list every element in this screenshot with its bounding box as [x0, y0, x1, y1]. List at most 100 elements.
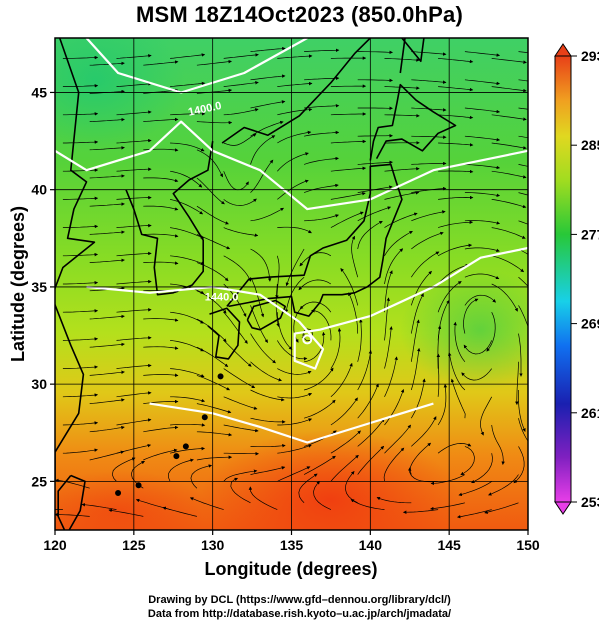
streamline	[223, 368, 256, 389]
streamline	[464, 107, 501, 114]
island-marker	[173, 453, 180, 460]
streamline	[491, 424, 505, 465]
streamline	[450, 378, 466, 419]
streamline	[170, 255, 205, 265]
streamline	[250, 100, 286, 109]
y-tick-label: 35	[31, 279, 47, 295]
streamline	[196, 88, 233, 94]
streamline	[357, 318, 363, 362]
streamline	[357, 383, 379, 419]
streamline	[436, 353, 441, 397]
streamline	[491, 227, 526, 239]
streamline	[330, 430, 361, 454]
streamline	[340, 268, 359, 306]
streamline	[89, 61, 125, 66]
streamline	[196, 375, 231, 391]
streamline	[464, 79, 501, 86]
streamline	[351, 235, 359, 278]
streamline	[223, 198, 257, 206]
streamline	[448, 352, 466, 391]
streamline	[330, 191, 366, 200]
streamline	[277, 466, 311, 482]
streamline	[410, 293, 424, 334]
streamline	[384, 356, 398, 397]
typhoon-center-marker	[302, 334, 313, 345]
colorbar-tick-label: 277	[581, 226, 599, 242]
streamline	[299, 301, 332, 313]
streamline	[223, 451, 259, 456]
island-marker	[115, 490, 122, 497]
y-axis-ticks: 25 30 35 40 45	[31, 84, 55, 489]
colorbar-bar	[554, 55, 572, 503]
streamline	[518, 418, 528, 442]
streamline	[250, 74, 286, 81]
streamline	[376, 496, 412, 504]
streamline	[438, 195, 474, 200]
streamline	[223, 171, 249, 191]
streamline	[89, 370, 125, 376]
streamline	[277, 368, 312, 375]
streamline	[437, 263, 470, 285]
streamline	[463, 298, 479, 334]
streamline	[196, 431, 233, 437]
streamline	[384, 297, 390, 341]
streamline	[464, 247, 500, 253]
streamline	[464, 164, 501, 170]
streamline	[168, 458, 194, 482]
streamline	[223, 133, 257, 146]
streamline	[384, 113, 420, 118]
streamline	[304, 76, 340, 81]
streamline	[250, 135, 276, 165]
streamline	[223, 340, 252, 367]
streamline	[62, 84, 99, 88]
streamline	[518, 107, 528, 110]
streamline	[463, 340, 493, 355]
streamline	[303, 183, 339, 193]
coastline-segment	[55, 38, 96, 482]
coastline-segment	[207, 307, 241, 360]
streamline	[357, 220, 383, 250]
island-marker	[135, 482, 142, 489]
streamline	[303, 455, 336, 475]
streamline	[108, 508, 144, 517]
streamline	[304, 331, 326, 363]
streamline	[250, 444, 286, 448]
streamline	[170, 340, 205, 352]
streamline	[518, 333, 523, 377]
streamline	[223, 311, 248, 344]
streamline	[250, 46, 286, 52]
streamline	[464, 192, 501, 198]
streamline	[330, 327, 342, 369]
streamline	[143, 425, 179, 433]
streamline	[437, 243, 473, 257]
streamline	[250, 248, 272, 282]
streamline	[190, 464, 213, 489]
streamline	[411, 416, 437, 447]
credit-drawing: Drawing by DCL (https://www.gfd–dennou.o…	[148, 594, 451, 606]
streamline	[437, 281, 462, 313]
streamline	[250, 361, 282, 382]
streamline	[303, 399, 336, 419]
streamline	[304, 104, 340, 109]
map-title: MSM 18Z14Oct2023 (850.0hPa)	[136, 2, 463, 27]
streamline	[223, 227, 259, 237]
streamline	[277, 444, 312, 454]
streamline	[89, 398, 125, 404]
streamline	[461, 368, 492, 381]
streamline	[89, 146, 125, 151]
streamline	[518, 135, 528, 139]
colorbar-tick-label: 285	[581, 137, 599, 153]
streamline	[480, 396, 493, 436]
streamline	[170, 142, 205, 152]
streamline	[62, 448, 98, 454]
streamline	[384, 388, 405, 426]
streamline	[330, 362, 353, 398]
streamline	[491, 86, 527, 93]
contour-line	[86, 246, 528, 370]
streamline	[277, 226, 312, 234]
streamline	[330, 166, 367, 172]
streamline	[298, 473, 318, 504]
streamline	[437, 443, 472, 454]
colorbar: 253 261 269 277 285 293	[554, 43, 599, 515]
y-tick-label: 30	[31, 376, 47, 392]
